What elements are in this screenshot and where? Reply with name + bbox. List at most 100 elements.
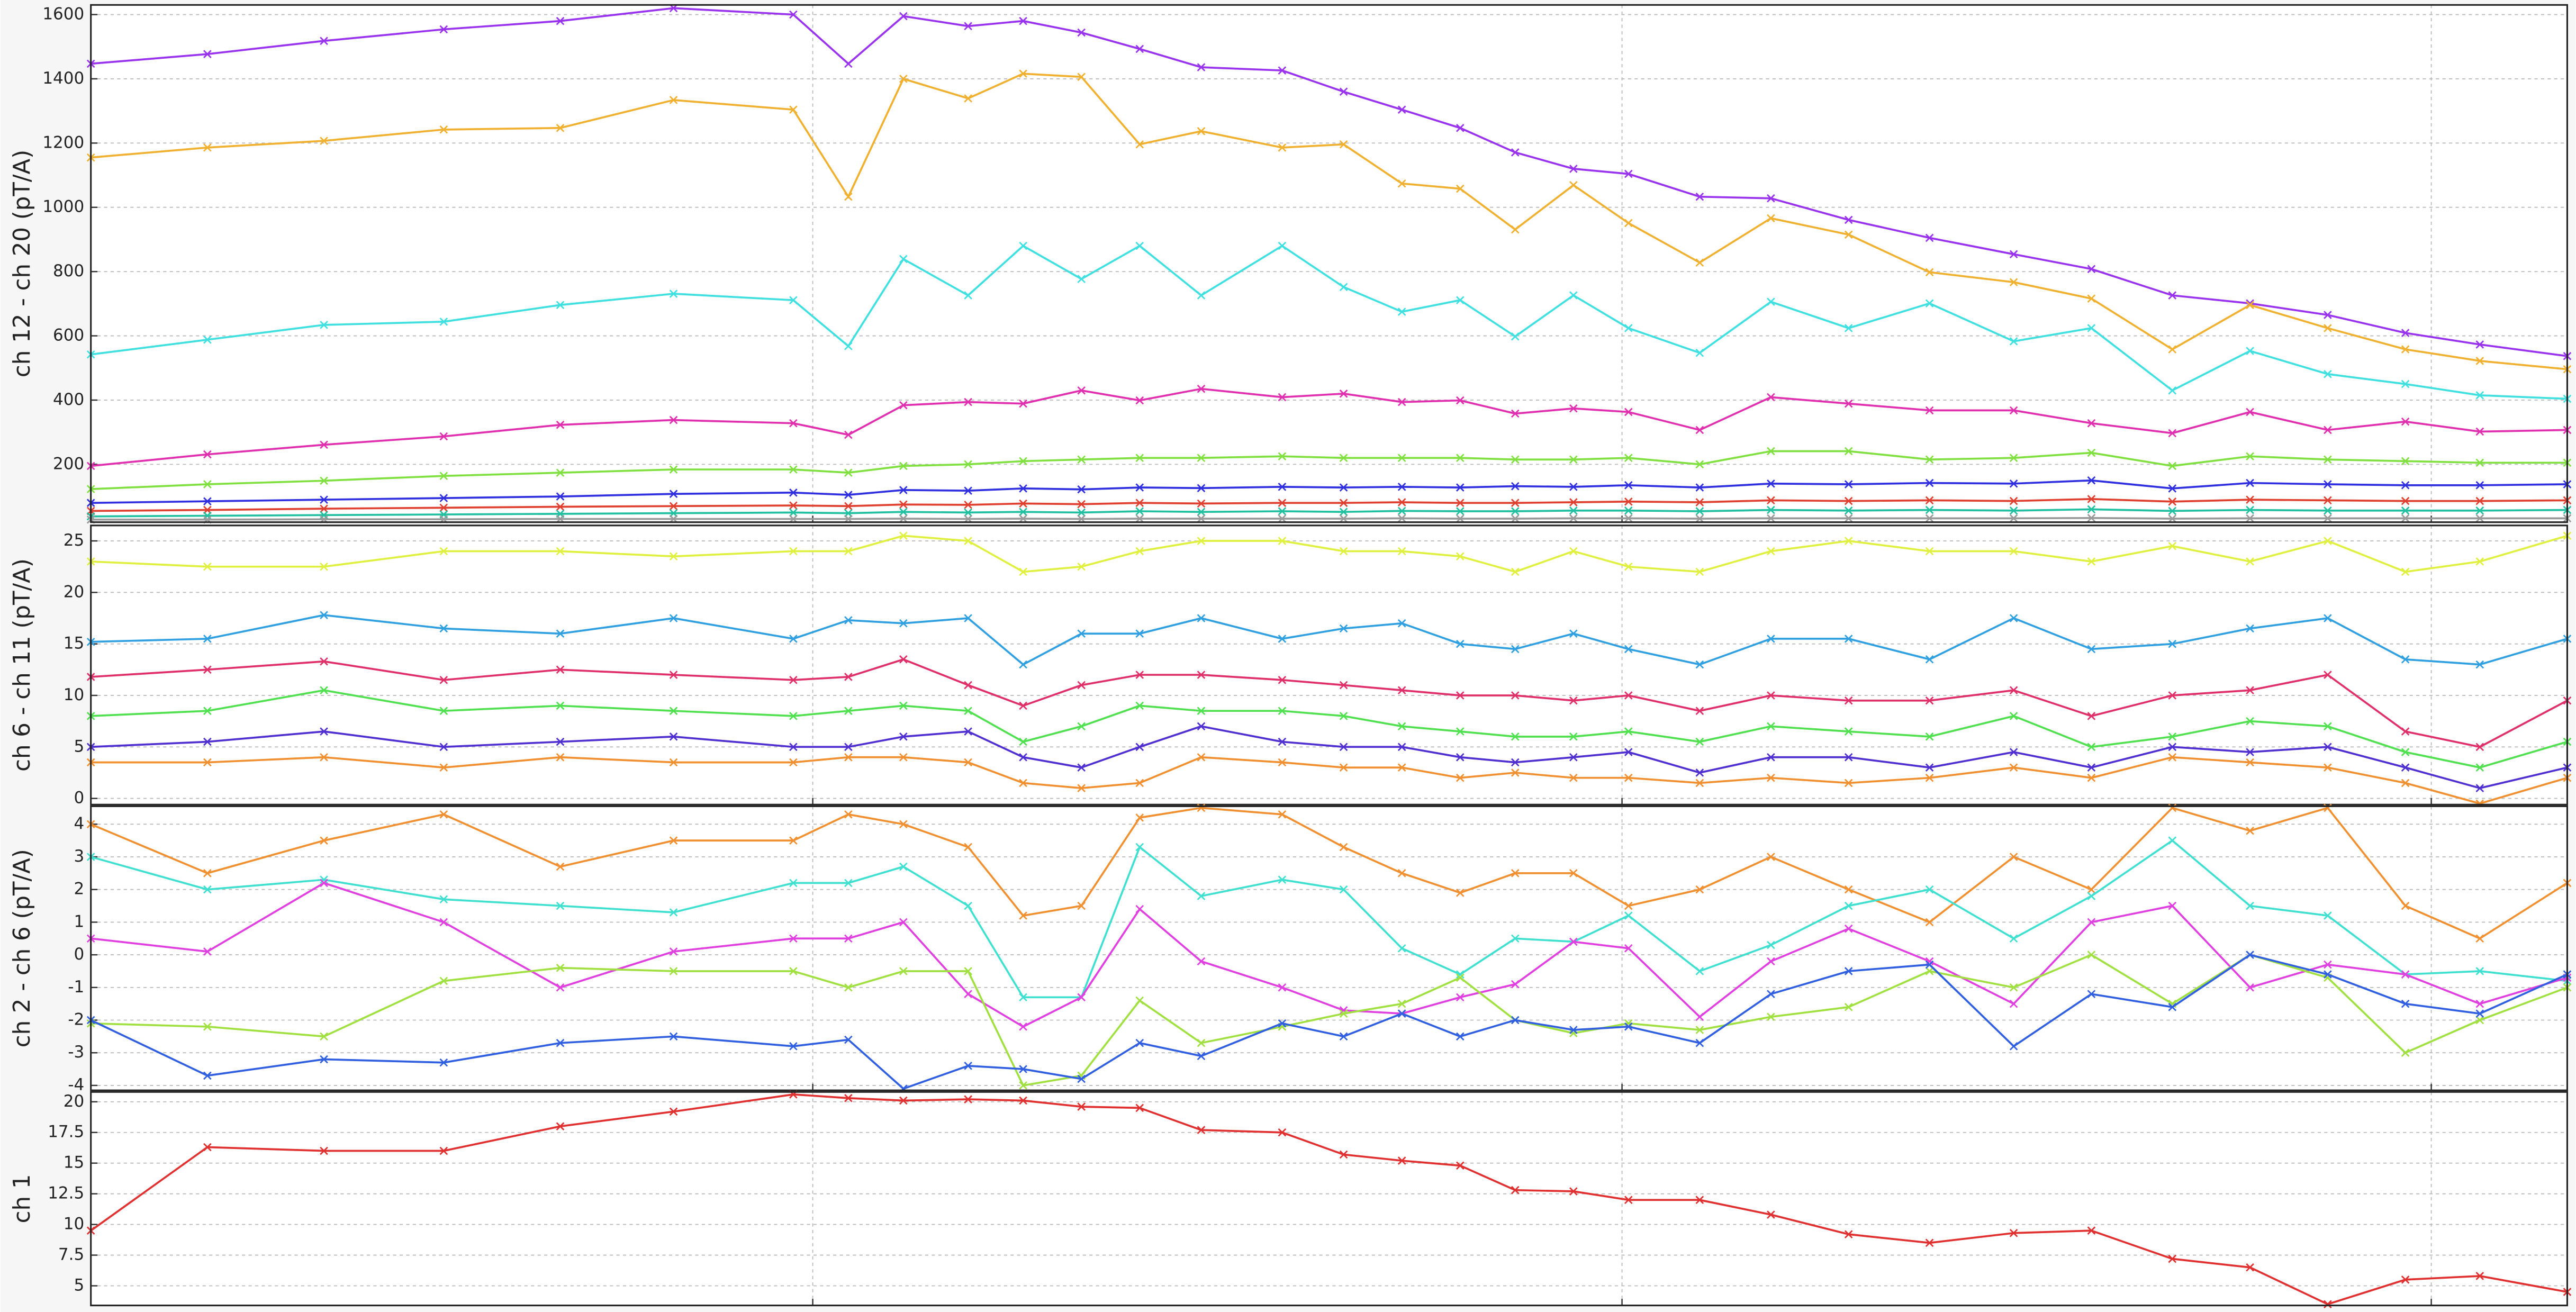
point-marker [2401, 514, 2410, 523]
point-marker [1624, 514, 1633, 523]
point-marker [1925, 299, 1934, 308]
point-marker [1569, 514, 1578, 523]
point-marker [2475, 763, 2484, 772]
point-marker [203, 885, 212, 894]
point-marker [2401, 345, 2410, 354]
point-marker [556, 963, 565, 972]
point-marker [1767, 722, 1775, 731]
point-marker [1456, 993, 1465, 1002]
y-tick-label: 2 [74, 880, 85, 899]
point-marker [1925, 505, 1934, 514]
point-marker [844, 673, 853, 681]
point-marker [2246, 408, 2254, 417]
point-marker [1397, 763, 1406, 772]
point-marker [439, 763, 448, 772]
point-marker [1019, 567, 1027, 576]
point-marker [1511, 1016, 1520, 1025]
point-marker [1767, 853, 1775, 861]
point-marker [964, 94, 972, 103]
point-marker [2246, 624, 2254, 633]
point-marker [2401, 1275, 2410, 1284]
point-marker [1278, 537, 1287, 545]
point-marker [1456, 396, 1465, 405]
point-marker [1925, 918, 1934, 927]
point-marker [1624, 748, 1633, 756]
point-marker [844, 810, 853, 819]
point-marker [2324, 722, 2332, 731]
plot-frame [90, 524, 2568, 806]
point-marker [1019, 1065, 1027, 1073]
point-marker [789, 934, 798, 943]
point-marker [1397, 743, 1406, 752]
point-marker [844, 707, 853, 715]
point-marker [1077, 629, 1086, 638]
point-marker [2087, 448, 2096, 457]
point-marker [964, 1095, 972, 1103]
point-marker [1339, 547, 1348, 556]
point-marker [2168, 753, 2177, 762]
point-marker [203, 1143, 212, 1152]
point-marker [1844, 635, 1853, 643]
point-marker [1397, 722, 1406, 731]
point-marker [1569, 1187, 1578, 1196]
point-marker [2168, 901, 2177, 910]
point-marker [2087, 557, 2096, 566]
point-marker [1511, 691, 1520, 700]
point-marker [1456, 727, 1465, 736]
point-marker [1077, 681, 1086, 690]
point-marker [2324, 311, 2332, 319]
point-marker [669, 671, 678, 679]
y-tick-label: 17.5 [48, 1123, 84, 1142]
point-marker [1135, 629, 1144, 638]
point-marker [1456, 889, 1465, 897]
point-marker [1844, 1230, 1853, 1238]
point-marker [1844, 506, 1853, 515]
point-marker [203, 480, 212, 488]
point-marker [1695, 768, 1704, 777]
point-marker [1624, 901, 1633, 910]
point-marker [789, 105, 798, 114]
point-marker [203, 869, 212, 877]
point-marker [1456, 483, 1465, 492]
point-marker [2475, 481, 2484, 490]
point-marker [1767, 753, 1775, 762]
point-marker [2009, 454, 2018, 463]
point-marker [1135, 1038, 1144, 1047]
point-marker [789, 547, 798, 556]
point-marker [1339, 1032, 1348, 1041]
y-tick-label: 10 [64, 685, 84, 704]
point-marker [1844, 447, 1853, 456]
point-marker [1278, 514, 1287, 523]
point-marker [2475, 506, 2484, 515]
point-marker [1456, 1161, 1465, 1170]
point-marker [2401, 496, 2410, 505]
point-marker [2475, 458, 2484, 467]
y-axis-label: ch 2 - ch 6 (pT/A) [9, 849, 35, 1047]
point-marker [1624, 169, 1633, 178]
point-marker [2168, 345, 2177, 354]
point-marker [320, 879, 328, 888]
point-marker [2168, 386, 2177, 395]
point-marker [669, 1032, 678, 1041]
point-marker [2087, 495, 2096, 503]
y-tick-label: 7.5 [58, 1245, 84, 1264]
point-marker [669, 552, 678, 561]
point-marker [1278, 675, 1287, 684]
point-marker [1925, 514, 1934, 523]
point-marker [1456, 970, 1465, 979]
point-marker [1767, 479, 1775, 488]
point-marker [789, 296, 798, 304]
point-marker [844, 547, 853, 556]
point-marker [844, 934, 853, 943]
point-marker [1511, 758, 1520, 767]
point-marker [964, 508, 972, 517]
point-marker [320, 836, 328, 845]
point-marker [669, 732, 678, 741]
point-marker [1925, 967, 1934, 975]
point-marker [1844, 753, 1853, 762]
point-marker [2246, 514, 2254, 523]
point-marker [2401, 506, 2410, 515]
point-marker [2168, 484, 2177, 493]
point-marker [789, 465, 798, 474]
